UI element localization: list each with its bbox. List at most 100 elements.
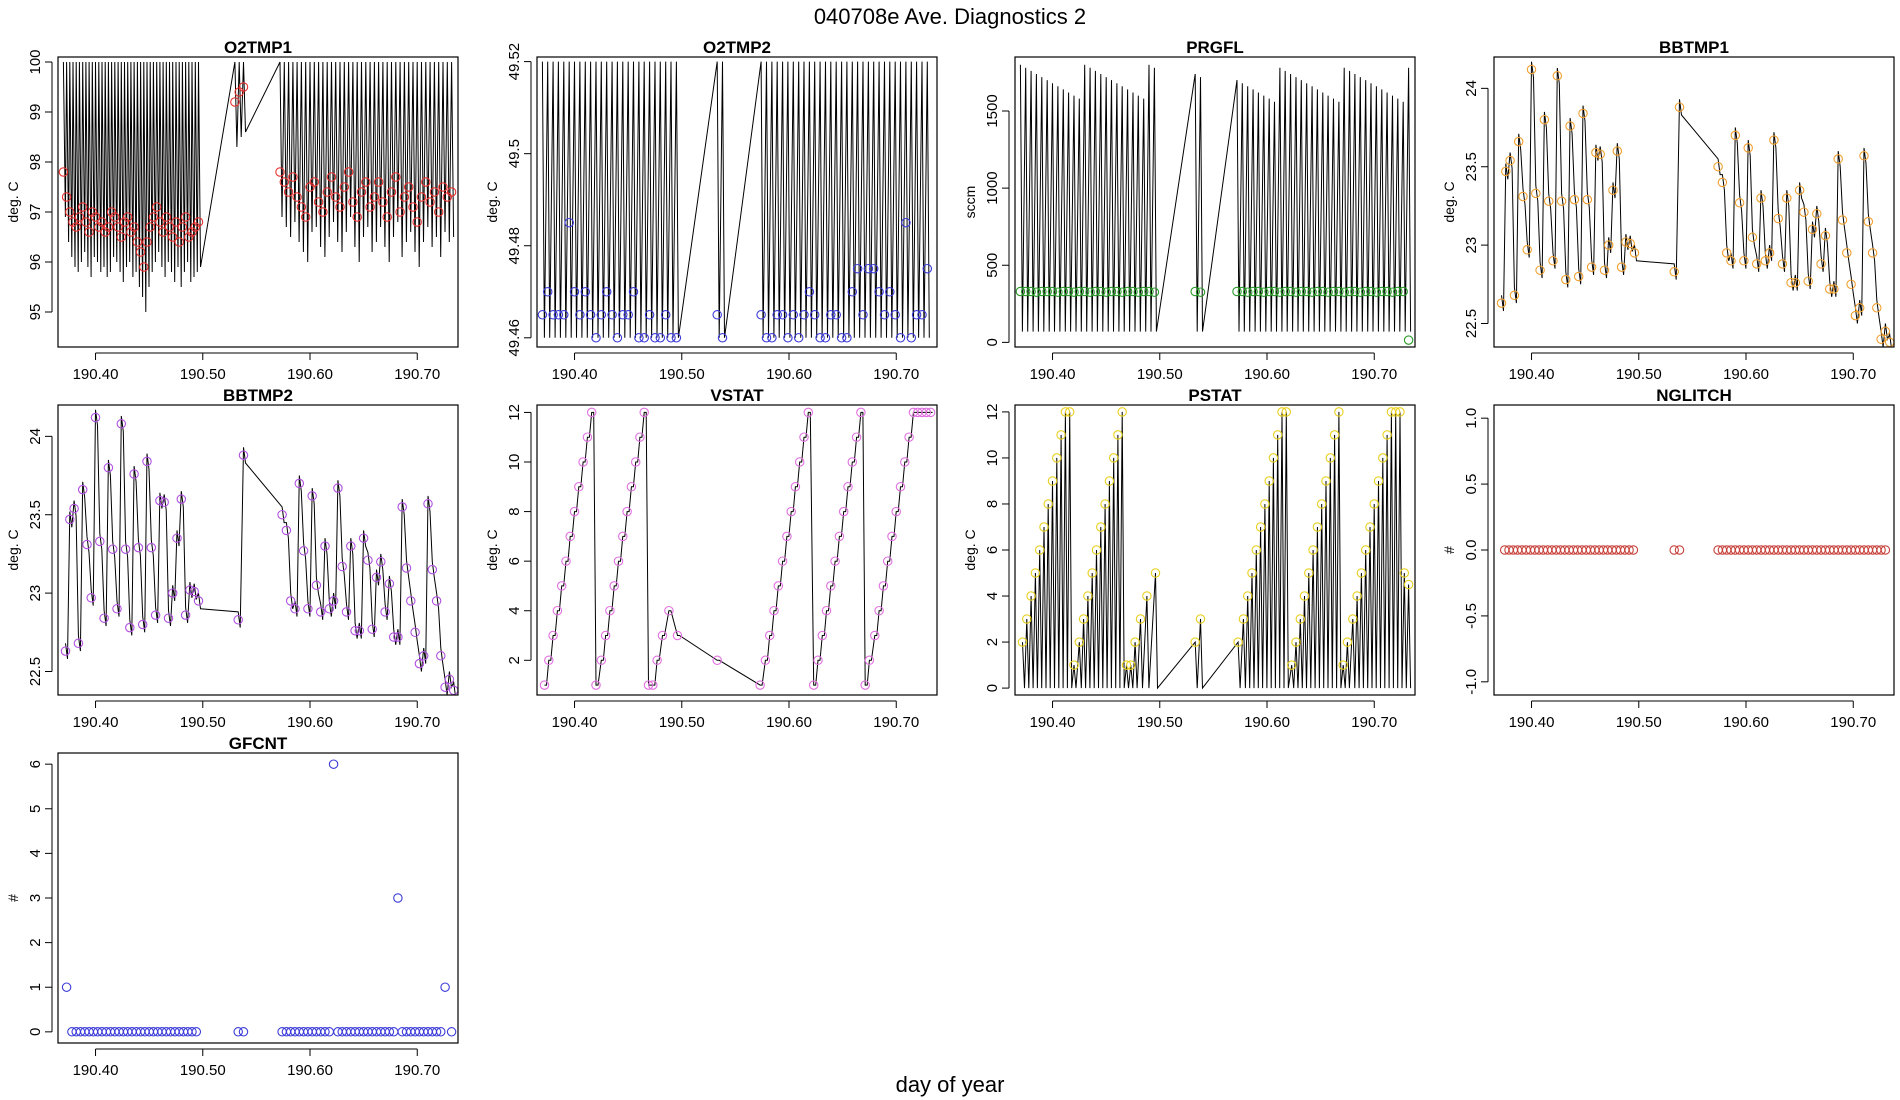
data-point (575, 310, 585, 320)
data-point (150, 610, 161, 620)
data-point (1872, 303, 1882, 313)
data-point (895, 482, 906, 492)
data-point (860, 680, 870, 690)
data-point (65, 514, 75, 525)
data-point (376, 557, 386, 567)
y-tick-label: 22.5 (27, 657, 44, 686)
y-tick-label: 6 (506, 557, 523, 565)
data-point (1247, 568, 1257, 578)
data-point (328, 759, 339, 769)
data-point (380, 607, 390, 617)
chart-o2tmp1: O2TMP1 deg. C 190.40 190.50 190.60 190.70 95 96… (5, 38, 459, 383)
plot-frame (1493, 56, 1895, 348)
data-point (1876, 545, 1886, 555)
y-tick-label: 2 (984, 638, 1001, 646)
data-point (1543, 196, 1554, 206)
data-point (397, 502, 407, 512)
data-point (1121, 660, 1132, 670)
data-point (421, 177, 431, 187)
data-point (917, 310, 927, 320)
data-point (672, 630, 683, 641)
data-point (1237, 286, 1248, 297)
data-point (878, 581, 889, 591)
data-point (1799, 207, 1809, 217)
data-point (191, 1027, 202, 1037)
data-point (112, 604, 122, 614)
data-point (77, 202, 88, 212)
x-tick-label: 190.50 (1616, 366, 1662, 383)
y-tick-label: 8 (506, 507, 523, 515)
y-tick-label: 8 (984, 500, 1001, 508)
data-point (596, 310, 607, 320)
data-point (764, 630, 775, 641)
x-tick-label: 190.60 (287, 714, 333, 731)
data-point (1496, 298, 1507, 308)
y-tick-label: 12 (984, 404, 1001, 421)
data-point (1047, 476, 1058, 486)
chart-vstat: VSTAT deg. C 190.40 190.50 190.60 190.70 2 4 6 8 1… (484, 386, 938, 731)
data-point (1816, 259, 1826, 269)
data-point (365, 202, 375, 212)
data-point (161, 212, 172, 222)
chart-title: NGLITCH (1656, 386, 1732, 405)
y-axis-label: # (5, 894, 21, 902)
data-point (1242, 287, 1253, 297)
x-tick-label: 190.40 (73, 714, 119, 731)
data-point (1833, 154, 1843, 164)
data-point (1548, 256, 1558, 266)
y-axis-label: deg. C (5, 181, 21, 222)
data-point (1026, 286, 1036, 297)
data-point (1373, 476, 1384, 486)
data-point (1138, 286, 1149, 297)
data-point (384, 578, 395, 589)
data-point (69, 503, 79, 514)
data-point (65, 207, 75, 217)
series-line (544, 411, 933, 686)
y-tick-label: -0.5 (1463, 603, 1480, 629)
data-point (401, 563, 412, 573)
data-point (395, 207, 405, 217)
data-point (1565, 121, 1575, 131)
data-point (1286, 660, 1297, 670)
y-tick-label: 10 (506, 454, 523, 471)
data-point (125, 622, 135, 633)
x-tick-label: 190.40 (1509, 714, 1555, 731)
data-point (113, 222, 123, 232)
x-tick-label: 190.50 (180, 714, 226, 731)
data-point (777, 310, 788, 320)
data-point (548, 310, 558, 320)
data-point (399, 192, 410, 202)
data-point (804, 287, 815, 297)
data-point (842, 333, 852, 343)
chart-title: GFCNT (229, 734, 288, 753)
data-point (1312, 286, 1323, 297)
data-point (712, 310, 722, 320)
data-point (187, 1027, 197, 1037)
y-tick-label: 0.5 (1463, 474, 1480, 495)
data-point (556, 581, 567, 591)
data-point (1312, 522, 1323, 532)
x-tick-label: 190.40 (552, 714, 598, 731)
x-tick-label: 190.50 (1616, 714, 1662, 731)
data-point (71, 222, 81, 232)
data-point (122, 212, 133, 222)
y-tick-label: 23 (27, 585, 44, 602)
data-point (288, 172, 298, 182)
data-point (864, 655, 875, 666)
data-point (1531, 188, 1541, 199)
plot-frame (1014, 56, 1416, 348)
data-point (622, 506, 632, 517)
data-point (1786, 277, 1796, 288)
data-point (119, 217, 130, 227)
data-point (339, 182, 350, 192)
data-point (1043, 499, 1053, 509)
data-point (1268, 453, 1279, 463)
data-point (172, 533, 182, 543)
data-point (1734, 198, 1745, 208)
data-point (1582, 194, 1593, 205)
data-point (1599, 265, 1610, 275)
y-tick-label: 1 (27, 983, 44, 991)
data-point (148, 212, 159, 222)
data-point (1272, 430, 1283, 440)
